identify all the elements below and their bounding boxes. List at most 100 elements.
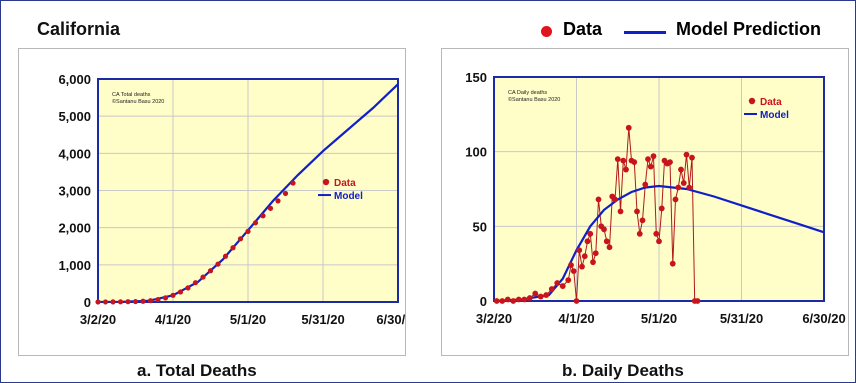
data-point: [521, 297, 527, 303]
data-point: [582, 253, 588, 259]
data-point: [178, 289, 183, 294]
data-point: [133, 299, 138, 304]
data-point: [253, 220, 258, 225]
legend-model-line: [624, 31, 666, 34]
data-point: [623, 167, 629, 173]
data-point: [653, 231, 659, 237]
legend-data-marker: [541, 26, 552, 37]
data-point: [200, 274, 205, 279]
data-point: [686, 185, 692, 191]
figure-title: California: [37, 19, 120, 40]
data-point: [568, 262, 574, 268]
data-point: [527, 295, 533, 301]
inplot-legend-data-marker: [323, 179, 329, 185]
x-tick-label: 5/31/20: [301, 312, 344, 327]
data-point: [634, 209, 640, 215]
data-point: [275, 198, 280, 203]
data-point: [208, 268, 213, 273]
data-point: [268, 206, 273, 211]
data-point: [155, 297, 160, 302]
data-point: [140, 299, 145, 304]
x-tick-label: 4/1/20: [155, 312, 191, 327]
caption-daily-deaths: b. Daily Deaths: [562, 361, 684, 381]
data-point: [675, 185, 681, 191]
data-point: [148, 298, 153, 303]
data-point: [95, 299, 100, 304]
y-tick-label: 6,000: [58, 72, 91, 87]
data-point: [604, 238, 610, 244]
legend-model-label: Model Prediction: [676, 19, 821, 40]
data-point: [670, 261, 676, 267]
y-tick-label: 3,000: [58, 184, 91, 199]
inplot-legend-model-label: Model: [760, 110, 789, 121]
y-tick-label: 0: [84, 295, 91, 310]
data-point: [615, 156, 621, 162]
data-point: [103, 299, 108, 304]
inset-note: CA Daily deaths: [508, 90, 547, 96]
data-point: [554, 280, 560, 286]
legend-data-label: Data: [563, 19, 602, 40]
x-tick-label: 4/1/20: [558, 311, 594, 326]
data-point: [163, 295, 168, 300]
inset-note: ©Santanu Basu 2020: [508, 96, 560, 103]
inset-note: CA Total deaths: [112, 92, 151, 98]
data-point: [645, 156, 651, 162]
data-point: [637, 231, 643, 237]
data-point: [648, 164, 654, 170]
data-point: [618, 209, 624, 215]
data-point: [593, 250, 599, 256]
data-point: [238, 236, 243, 241]
y-tick-label: 50: [473, 219, 487, 234]
y-tick-label: 100: [465, 145, 487, 160]
data-point: [494, 298, 500, 304]
data-point: [612, 197, 618, 203]
inplot-legend-data-label: Data: [334, 178, 356, 189]
data-point: [549, 286, 555, 292]
y-tick-label: 0: [480, 294, 487, 309]
x-tick-label: 5/1/20: [230, 312, 266, 327]
inplot-legend-data-marker: [749, 98, 755, 104]
data-point: [695, 298, 701, 304]
caption-total-deaths: a. Total Deaths: [137, 361, 257, 381]
data-point: [626, 125, 632, 131]
x-tick-label: 6/30/20: [802, 311, 845, 326]
data-point: [620, 158, 626, 164]
x-tick-label: 3/2/20: [476, 311, 512, 326]
data-point: [651, 153, 657, 159]
data-point: [574, 298, 580, 304]
data-point: [689, 155, 695, 161]
y-tick-label: 150: [465, 70, 487, 85]
data-point: [193, 280, 198, 285]
data-point: [505, 297, 511, 303]
data-point: [532, 291, 538, 297]
data-point: [684, 152, 690, 158]
y-tick-label: 1,000: [58, 258, 91, 273]
data-point: [510, 298, 516, 304]
data-point: [499, 298, 505, 304]
data-point: [110, 299, 115, 304]
data-point: [290, 180, 295, 185]
data-point: [230, 245, 235, 250]
data-point: [642, 182, 648, 188]
x-tick-label: 5/1/20: [641, 311, 677, 326]
data-point: [576, 247, 582, 253]
data-point: [565, 277, 571, 283]
y-tick-label: 2,000: [58, 221, 91, 236]
data-point: [587, 231, 593, 237]
data-point: [601, 226, 607, 232]
inplot-legend-model-label: Model: [334, 191, 363, 202]
y-tick-label: 5,000: [58, 109, 91, 124]
data-point: [560, 283, 566, 289]
data-point: [678, 167, 684, 173]
data-point: [631, 159, 637, 165]
data-point: [656, 238, 662, 244]
chart-panel-total-deaths: 0 1,000 2,000 3,000 4,000 5,000 6,000 3/2/20 4/1…: [18, 48, 406, 356]
data-point: [571, 268, 577, 274]
inset-note: ©Santanu Basu 2020: [112, 98, 164, 105]
x-tick-label: 6/30/20: [376, 312, 405, 327]
data-point: [596, 197, 602, 203]
chart-total-deaths: 0 1,000 2,000 3,000 4,000 5,000 6,000 3/2/20 4/1…: [19, 49, 405, 355]
inplot-legend-data-label: Data: [760, 97, 782, 108]
data-point: [118, 299, 123, 304]
y-tick-label: 4,000: [58, 146, 91, 161]
